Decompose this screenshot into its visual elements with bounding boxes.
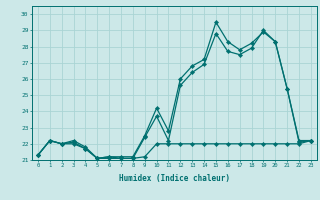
X-axis label: Humidex (Indice chaleur): Humidex (Indice chaleur) <box>119 174 230 183</box>
